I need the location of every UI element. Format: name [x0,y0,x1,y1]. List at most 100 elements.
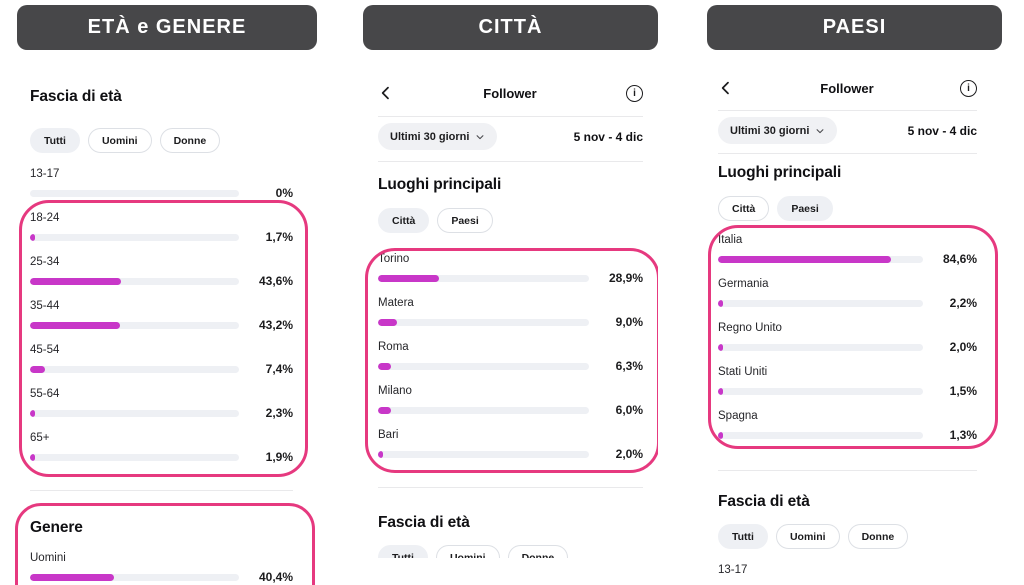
tab-donne[interactable]: Donne [847,524,909,549]
chevron-down-icon [477,134,484,139]
section-title-genere: Genere [30,519,83,536]
places-filter-tabs: Città Paesi [378,208,643,233]
age-filter-tabs: Tutti Uomini Donne [30,128,293,153]
panel-title-banner: PAESI [707,5,1002,50]
stat-row: Milano 6,0% [378,385,643,417]
filter-row: Ultimi 30 giorni 5 nov - 4 dic [378,123,643,150]
period-dropdown[interactable]: Ultimi 30 giorni [718,117,838,144]
bar-track [718,431,923,439]
stat-label: Stati Uniti [718,366,768,378]
bar-fill [718,255,892,263]
divider [718,470,977,471]
stat-value: 6,3% [615,359,643,373]
bar-track [718,255,923,263]
divider [718,110,977,111]
tab-donne[interactable]: Donne [159,128,221,153]
chevron-down-icon [817,128,824,133]
info-icon[interactable]: i [625,84,643,102]
stat-label: 25-34 [30,256,60,268]
stat-value: 1,7% [265,230,293,244]
panel-title-banner: CITTÀ [363,5,658,50]
age-rows-group: 18-24 1,7% 25-34 43,6% 35-44 43,2% [19,200,308,477]
bar-track [30,365,239,373]
tab-donne[interactable]: Donne [507,545,569,558]
cities-rows-group: Torino 28,9% Matera 9,0% Roma 6,3% [365,248,658,473]
nav-bar: Follower i [378,83,643,103]
tab-tutti[interactable]: Tutti [30,128,80,153]
section-title-luoghi: Luoghi principali [718,164,842,181]
tab-paesi[interactable]: Paesi [437,208,493,233]
stat-value: 9,0% [615,315,643,329]
bar-fill [30,233,35,241]
section-title-fascia-di-eta: Fascia di età [718,493,810,510]
section-title-luoghi: Luoghi principali [378,176,502,193]
stat-value: 2,0% [615,447,643,461]
stat-row: 35-44 43,2% [30,300,293,332]
tab-uomini[interactable]: Uomini [87,128,152,153]
tab-tutti[interactable]: Tutti [378,545,428,558]
stat-value: 7,4% [265,362,293,376]
divider [378,116,643,117]
stat-value: 6,0% [615,403,643,417]
panel-paesi: PAESI Follower i Ultimi 30 giorni 5 nov … [707,5,1002,585]
tab-tutti[interactable]: Tutti [718,524,768,549]
stat-label: 45-54 [30,344,60,356]
nav-bar: Follower i [718,78,977,98]
stat-label: Italia [718,234,743,246]
stat-row: 25-34 43,6% [30,256,293,288]
stat-value: 2,2% [949,296,977,310]
bar-track [378,450,589,458]
stat-label: 13-17 [30,168,60,180]
stat-label: Roma [378,341,409,353]
bar-fill [718,431,723,439]
bar-track [30,277,239,285]
bar-fill [718,299,723,307]
bar-track [30,573,239,581]
stat-label: 55-64 [30,388,60,400]
bar-fill [30,365,46,373]
stat-row: Italia 84,6% [718,234,977,266]
panel-citta: CITTÀ Follower i Ultimi 30 giorni 5 nov … [363,5,658,558]
stat-label: Uomini [30,552,66,564]
period-dropdown-label: Ultimi 30 giorni [730,124,810,137]
divider [378,161,643,162]
bar-fill [30,409,35,417]
divider [30,490,293,491]
divider [718,153,977,154]
info-icon[interactable]: i [959,79,977,97]
stat-value: 2,3% [265,406,293,420]
bar-fill [378,318,397,326]
tab-uomini[interactable]: Uomini [775,524,840,549]
countries-rows-group: Italia 84,6% Germania 2,2% Regno Unito 2… [708,225,998,449]
bar-track [30,189,239,197]
date-range: 5 nov - 4 dic [573,129,643,144]
stat-label: 13-17 [718,564,748,576]
age-filter-tabs: Tutti Uomini Donne [718,524,977,549]
bar-track [378,318,589,326]
period-dropdown[interactable]: Ultimi 30 giorni [378,123,498,150]
stat-row: Roma 6,3% [378,341,643,373]
bar-fill [718,387,723,395]
stat-label: Milano [378,385,412,397]
nav-title: Follower [820,80,874,96]
stat-label: 65+ [30,432,50,444]
panel-title-banner: ETÀ e GENERE [17,5,317,50]
stat-row: Uomini 40,4% [30,552,293,584]
tab-paesi[interactable]: Paesi [777,196,833,221]
divider [378,487,643,488]
stat-row: 55-64 2,3% [30,388,293,420]
tab-citta[interactable]: Città [718,196,770,221]
stat-row: Spagna 1,3% [718,410,977,442]
stat-label: Germania [718,278,769,290]
stat-row: Regno Unito 2,0% [718,322,977,354]
back-chevron-icon[interactable] [378,85,394,101]
back-chevron-icon[interactable] [718,80,734,96]
date-range: 5 nov - 4 dic [907,123,977,138]
stat-label: Matera [378,297,414,309]
tab-citta[interactable]: Città [378,208,430,233]
bar-track [718,387,923,395]
bar-fill [378,450,383,458]
panel-eta-genere: ETÀ e GENERE Fascia di età Tutti Uomini … [15,5,317,585]
stat-value: 1,9% [265,450,293,464]
tab-uomini[interactable]: Uomini [435,545,500,558]
